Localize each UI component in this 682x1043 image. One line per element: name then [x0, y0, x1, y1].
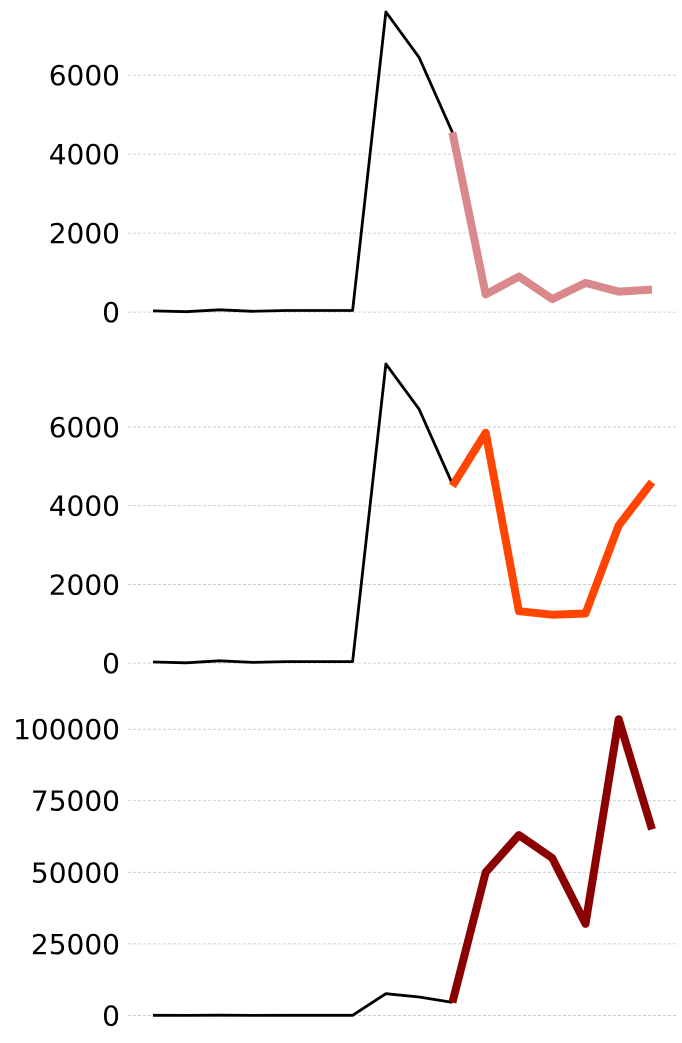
y-tick-label: 2000 [49, 568, 120, 601]
panel-2-y-ticks: 0 2000 4000 6000 [49, 411, 120, 680]
y-tick-label: 0 [102, 296, 120, 329]
y-tick-label: 75000 [31, 785, 120, 818]
y-tick-label: 0 [102, 999, 120, 1032]
panel-1: 0 2000 4000 6000 [49, 10, 676, 329]
panel-3-series [152, 715, 656, 1017]
y-tick-label: 0 [102, 647, 120, 680]
y-tick-label: 25000 [31, 928, 120, 961]
forecast-series-line [448, 715, 656, 1004]
panel-2-gridlines [128, 426, 676, 664]
history-series-line [152, 362, 454, 665]
forecast-series-line [449, 428, 656, 619]
panel-3: 0 25000 50000 75000 100000 [13, 713, 676, 1032]
panel-1-gridlines [128, 74, 676, 313]
y-tick-label: 100000 [13, 713, 120, 746]
panel-3-y-ticks: 0 25000 50000 75000 100000 [13, 713, 120, 1032]
history-series-line [152, 992, 453, 1017]
y-tick-label: 50000 [31, 856, 120, 889]
panel-2-series [152, 362, 656, 665]
forecast-series-line [448, 131, 653, 304]
y-tick-label: 6000 [49, 411, 120, 444]
panel-1-y-ticks: 0 2000 4000 6000 [49, 59, 120, 329]
panel-1-series [152, 10, 653, 314]
y-tick-label: 4000 [49, 490, 120, 523]
y-tick-label: 2000 [49, 217, 120, 250]
y-tick-label: 4000 [49, 138, 120, 171]
history-series-line [152, 10, 454, 314]
y-tick-label: 6000 [49, 59, 120, 92]
panel-2: 0 2000 4000 6000 [49, 362, 676, 680]
